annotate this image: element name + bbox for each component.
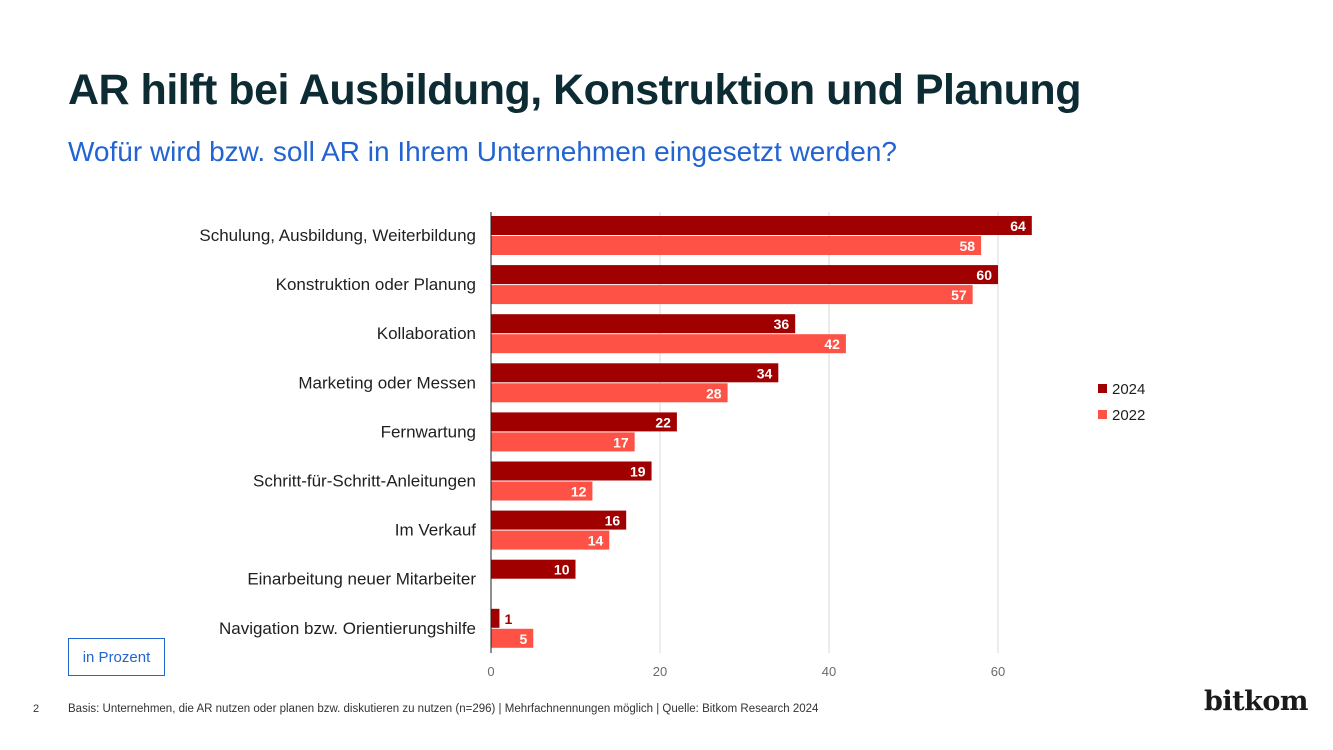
bar-2022 — [491, 334, 846, 354]
category-label: Fernwartung — [381, 422, 476, 441]
category-label: Einarbeitung neuer Mitarbeiter — [247, 570, 476, 589]
data-label: 14 — [588, 533, 604, 549]
x-tick-label: 20 — [653, 664, 667, 679]
bar-2022 — [491, 628, 534, 648]
bar-2024 — [491, 265, 998, 285]
data-label: 64 — [1010, 218, 1026, 234]
data-label: 19 — [630, 464, 646, 480]
data-label: 5 — [519, 631, 527, 647]
unit-label-box: in Prozent — [68, 638, 165, 676]
category-label: Navigation bzw. Orientierungshilfe — [219, 619, 476, 638]
data-label: 1 — [504, 611, 512, 627]
legend-label-2022: 2022 — [1112, 407, 1145, 424]
bar-2024 — [491, 363, 779, 383]
x-tick-label: 0 — [487, 664, 494, 679]
category-label: Marketing oder Messen — [298, 373, 476, 392]
data-label: 34 — [757, 365, 773, 381]
legend-swatch-2024 — [1098, 384, 1107, 393]
data-label: 28 — [706, 385, 722, 401]
legend-label-2024: 2024 — [1112, 381, 1145, 398]
category-label: Konstruktion oder Planung — [276, 275, 476, 294]
data-label: 36 — [774, 316, 790, 332]
x-tick-label: 40 — [822, 664, 836, 679]
data-label: 12 — [571, 484, 587, 500]
data-label: 10 — [554, 562, 570, 578]
category-label: Schritt-für-Schritt-Anleitungen — [253, 472, 476, 491]
category-label: Kollaboration — [377, 324, 476, 343]
bar-2022 — [491, 481, 593, 501]
bar-2024 — [491, 314, 796, 334]
legend-swatch-2022 — [1098, 410, 1107, 419]
bar-2024 — [491, 559, 576, 579]
page-title: AR hilft bei Ausbildung, Konstruktion un… — [68, 66, 1081, 114]
bar-2024 — [491, 510, 627, 530]
data-label: 42 — [824, 336, 840, 352]
data-label: 22 — [655, 414, 671, 430]
bar-2022 — [491, 236, 982, 255]
bar-2022 — [491, 285, 973, 305]
page-subtitle: Wofür wird bzw. soll AR in Ihrem Unterne… — [68, 136, 897, 167]
source-footnote: Basis: Unternehmen, die AR nutzen oder p… — [68, 703, 819, 715]
bar-2022 — [491, 530, 610, 550]
category-label: Schulung, Ausbildung, Weiterbildung — [199, 226, 476, 245]
data-label: 16 — [605, 513, 621, 529]
bitkom-logo: bitkom — [1204, 686, 1308, 717]
x-tick-label: 60 — [991, 664, 1005, 679]
bar-2024 — [491, 608, 500, 628]
bar-2024 — [491, 216, 1032, 235]
data-label: 17 — [613, 434, 629, 450]
bar-2024 — [491, 412, 677, 432]
data-label: 60 — [976, 267, 992, 283]
page-number: 2 — [33, 703, 40, 715]
data-label: 57 — [951, 287, 967, 303]
category-label: Im Verkauf — [395, 521, 477, 540]
bar-2024 — [491, 461, 652, 481]
data-label: 58 — [960, 238, 976, 254]
bar-2022 — [491, 383, 728, 403]
bar-2022 — [491, 432, 635, 452]
